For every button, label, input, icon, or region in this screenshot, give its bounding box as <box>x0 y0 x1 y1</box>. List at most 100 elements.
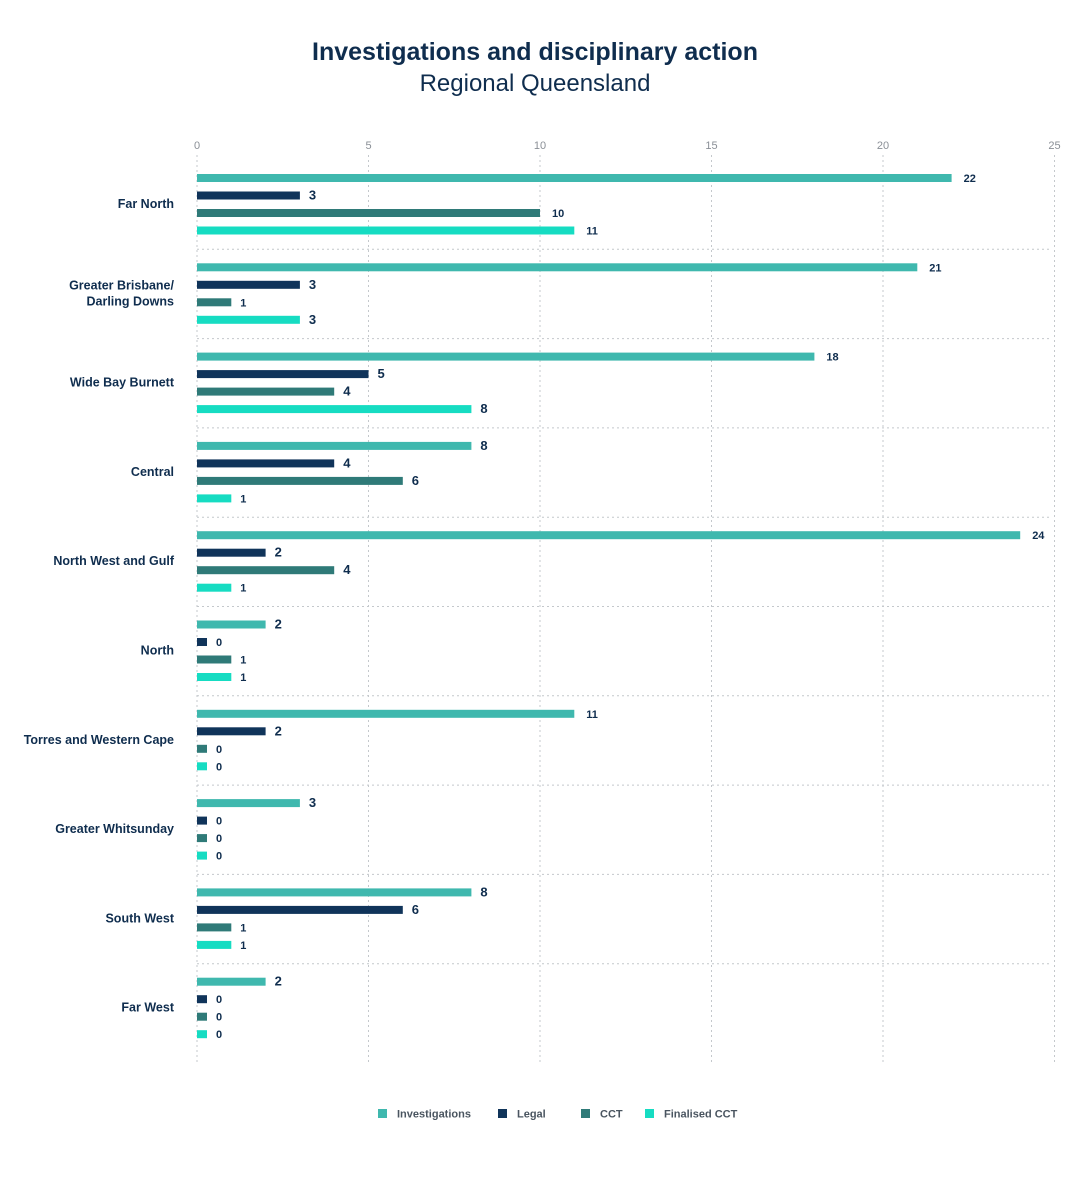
bar <box>197 441 472 450</box>
data-label: 4 <box>343 455 351 470</box>
bar <box>197 888 472 897</box>
x-tick-label: 20 <box>877 140 889 152</box>
bar <box>197 995 207 1004</box>
bar <box>197 352 815 361</box>
data-label: 0 <box>216 1029 222 1041</box>
category-label: Central <box>131 465 174 479</box>
category-label: Greater Brisbane/Darling Downs <box>69 278 174 308</box>
category-label: Torres and Western Cape <box>24 733 174 747</box>
data-label: 4 <box>343 562 351 577</box>
data-label: 0 <box>216 994 222 1006</box>
category-label: North West and Gulf <box>53 554 174 568</box>
bar <box>197 387 335 396</box>
bar <box>197 280 300 289</box>
bar <box>197 459 335 468</box>
category-label: Wide Bay Burnett <box>70 376 175 390</box>
data-label: 3 <box>309 277 316 292</box>
bar <box>197 923 232 932</box>
data-label: 2 <box>275 974 282 989</box>
bar <box>197 531 1021 540</box>
bar <box>197 209 540 217</box>
legend-label: Legal <box>517 1109 546 1121</box>
legend-swatch <box>581 1109 590 1118</box>
data-label: 2 <box>275 545 282 560</box>
data-label: 0 <box>216 816 222 828</box>
bar <box>197 620 266 629</box>
category-label: Far West <box>121 1001 174 1015</box>
data-label: 3 <box>309 312 316 327</box>
data-label: 4 <box>343 384 351 399</box>
data-label: 21 <box>929 262 941 274</box>
category-label: South West <box>105 911 174 925</box>
bar <box>197 799 300 808</box>
bar <box>197 709 575 718</box>
data-label: 5 <box>378 366 385 381</box>
bar <box>197 1030 207 1039</box>
data-label: 1 <box>240 297 246 309</box>
data-label: 2 <box>275 617 282 632</box>
bar <box>197 1012 207 1021</box>
bar <box>197 263 918 272</box>
data-label: 1 <box>240 672 246 684</box>
bar <box>197 298 232 307</box>
data-label: 6 <box>412 902 419 917</box>
data-label: 1 <box>240 655 246 667</box>
bar <box>197 977 266 986</box>
legend-swatch <box>498 1109 507 1118</box>
bar <box>197 638 207 646</box>
data-label: 22 <box>964 173 976 185</box>
bar <box>197 816 207 825</box>
data-label: 2 <box>275 723 282 738</box>
bar <box>197 226 575 235</box>
x-tick-label: 15 <box>705 140 717 152</box>
data-label: 11 <box>586 709 598 721</box>
legend-swatch <box>378 1109 387 1118</box>
chart-title: Investigations and disciplinary action <box>312 38 758 66</box>
data-label: 10 <box>552 208 564 220</box>
data-label: 24 <box>1032 530 1045 542</box>
x-tick-label: 0 <box>194 140 200 152</box>
category-label: North <box>141 644 174 658</box>
bar <box>197 905 403 914</box>
bar <box>197 673 232 681</box>
bar <box>197 727 266 736</box>
data-label: 18 <box>826 352 838 364</box>
data-label: 8 <box>480 438 487 453</box>
x-tick-label: 10 <box>534 140 546 152</box>
data-label: 1 <box>240 940 246 952</box>
data-label: 0 <box>216 744 222 756</box>
data-label: 0 <box>216 833 222 845</box>
data-label: 0 <box>216 761 222 773</box>
bar <box>197 405 472 414</box>
x-tick-label: 5 <box>365 140 371 152</box>
bar <box>197 494 232 503</box>
legend-label: Finalised CCT <box>664 1109 738 1121</box>
bar <box>197 851 207 860</box>
data-label: 0 <box>216 637 222 649</box>
x-tick-label: 25 <box>1048 140 1060 152</box>
data-label: 3 <box>309 795 316 810</box>
bar <box>197 655 232 664</box>
bar <box>197 476 403 485</box>
bar <box>197 174 952 182</box>
legend-swatch <box>645 1109 654 1118</box>
data-label: 0 <box>216 851 222 863</box>
data-label: 1 <box>240 583 246 595</box>
bar <box>197 566 335 575</box>
data-label: 8 <box>480 884 487 899</box>
data-label: 11 <box>586 226 598 238</box>
bar <box>197 583 232 592</box>
data-label: 6 <box>412 473 419 488</box>
data-label: 1 <box>240 922 246 934</box>
bar <box>197 370 369 379</box>
category-label: Far North <box>118 197 174 211</box>
legend-label: CCT <box>600 1109 623 1121</box>
bar <box>197 762 207 771</box>
data-label: 8 <box>480 401 487 416</box>
bar <box>197 744 207 753</box>
data-label: 0 <box>216 1012 222 1024</box>
legend-label: Investigations <box>397 1109 471 1121</box>
bar <box>197 940 232 949</box>
category-label: Greater Whitsunday <box>55 822 174 836</box>
